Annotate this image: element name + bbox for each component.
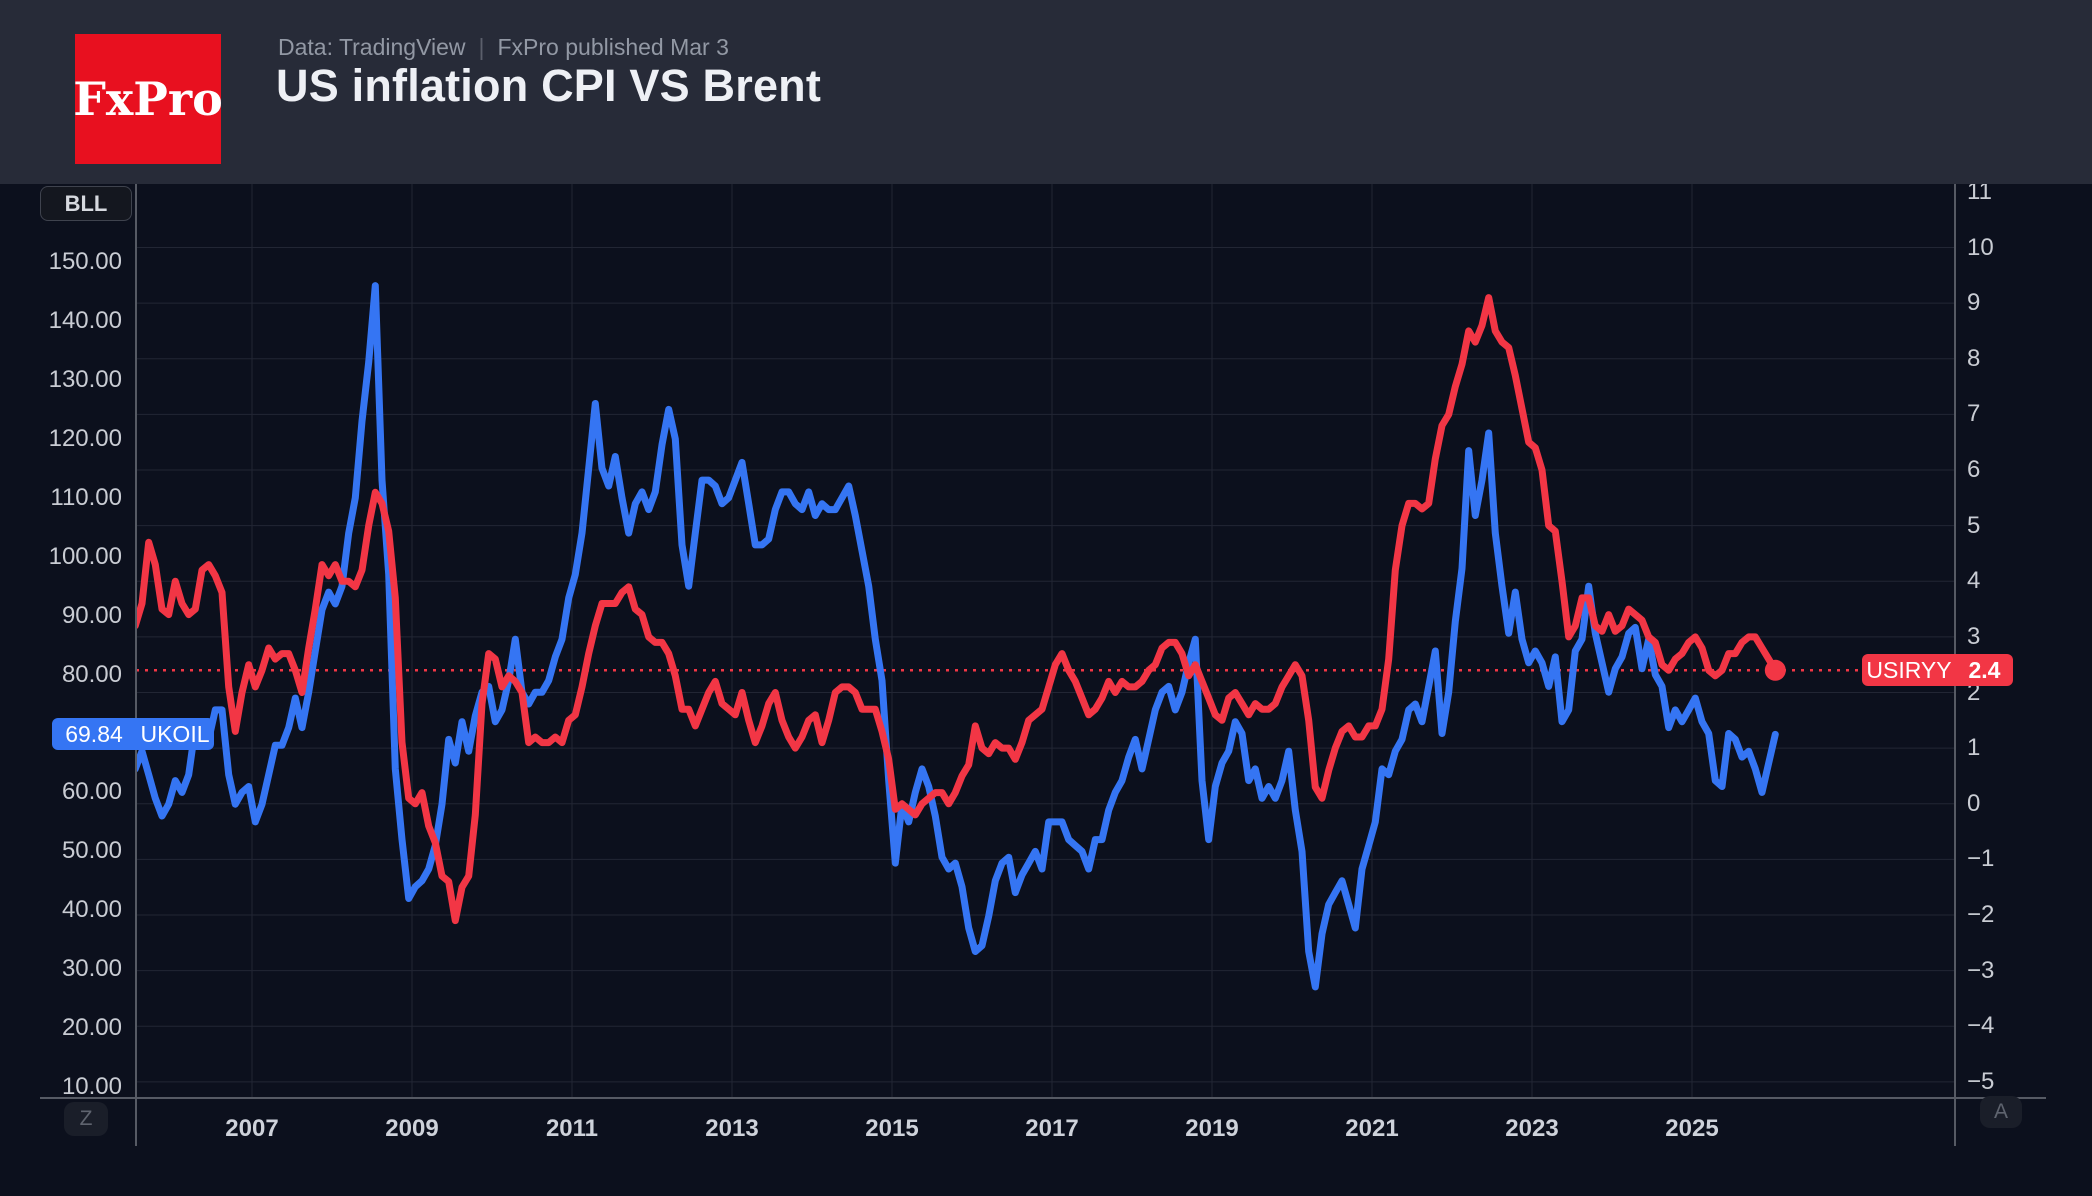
x-axis-tick: 2023 <box>1505 1115 1559 1142</box>
published-text: FxPro published Mar 3 <box>497 34 729 60</box>
right-axis-tick: −3 <box>1967 956 1995 984</box>
left-axis-tick: 140.00 <box>48 306 122 334</box>
x-axis-tick: 2017 <box>1025 1115 1079 1142</box>
x-axis-tick: 2021 <box>1345 1115 1399 1142</box>
right-axis-tick: −2 <box>1967 901 1995 928</box>
right-axis-tick: 6 <box>1967 456 1981 483</box>
right-axis-tick: 5 <box>1967 511 1981 539</box>
axis-lines <box>40 184 2046 1146</box>
header: FxPro Data: TradingView | FxPro published … <box>0 0 2092 184</box>
left-axis-tick: 30.00 <box>61 955 122 983</box>
x-axis-tick: 2019 <box>1185 1115 1239 1142</box>
auto-scale-a-button[interactable]: A <box>1980 1096 2022 1128</box>
source-line: Data: TradingView | FxPro published Mar 3 <box>278 34 729 61</box>
brent-series-name-label: UKOIL <box>136 718 214 751</box>
x-axis-tick: 2025 <box>1665 1115 1719 1142</box>
right-axis-tick: 0 <box>1967 789 1981 817</box>
data-source-text: Data: TradingView <box>278 34 466 60</box>
left-axis-tick: 50.00 <box>61 837 122 865</box>
scale-reset-z-button[interactable]: Z <box>64 1102 108 1136</box>
left-axis-tick: 130.00 <box>48 365 122 393</box>
unit-badge-bll[interactable]: BLL <box>40 186 132 221</box>
right-axis-tick: 1 <box>1967 734 1981 762</box>
left-axis-tick: 120.00 <box>48 424 122 452</box>
brent-last-price-label: 69.84 <box>52 718 136 751</box>
left-axis-tick: 10.00 <box>61 1073 122 1101</box>
gridlines <box>136 184 1955 1098</box>
right-axis-tick: −4 <box>1967 1012 1995 1040</box>
left-axis-tick: 150.00 <box>48 248 122 276</box>
right-axis-tick: 9 <box>1967 289 1981 317</box>
inflation-last-point-dot <box>1764 659 1786 681</box>
left-axis-tick: 90.00 <box>61 601 122 629</box>
left-axis-tick: 100.00 <box>48 542 122 570</box>
left-axis-tick: 20.00 <box>61 1014 122 1042</box>
brent-line <box>136 282 1779 991</box>
x-axis-tick: 2011 <box>545 1115 599 1142</box>
left-axis-tick: 60.00 <box>61 778 122 806</box>
left-axis-tick: 40.00 <box>61 896 122 924</box>
right-axis-tick: −5 <box>1967 1067 1995 1095</box>
page-title: US inflation CPI VS Brent <box>276 60 822 111</box>
fxpro-logo: FxPro <box>73 34 223 164</box>
left-axis-tick: 80.00 <box>61 660 122 688</box>
right-axis-tick: −1 <box>1967 845 1995 873</box>
right-axis-tick: 3 <box>1967 622 1981 650</box>
inflation-series-name-label: USIRYY <box>1862 654 1956 687</box>
left-axis-tick: 110.00 <box>50 483 122 511</box>
right-axis-tick: 4 <box>1967 567 1981 595</box>
x-axis-tick: 2007 <box>225 1115 279 1142</box>
right-axis-tick: 8 <box>1967 344 1981 372</box>
inflation-line <box>136 294 1779 925</box>
x-axis-tick: 2013 <box>705 1115 759 1142</box>
right-axis-tick: 10 <box>1967 233 1994 261</box>
x-axis-tick: 2015 <box>865 1115 919 1142</box>
separator: | <box>478 34 485 60</box>
fxpro-logo-text: FxPro <box>73 72 223 126</box>
right-axis-tick: 7 <box>1967 400 1981 428</box>
x-axis-tick: 2009 <box>385 1115 439 1142</box>
inflation-last-value-label: 2.4 <box>1956 654 2013 687</box>
